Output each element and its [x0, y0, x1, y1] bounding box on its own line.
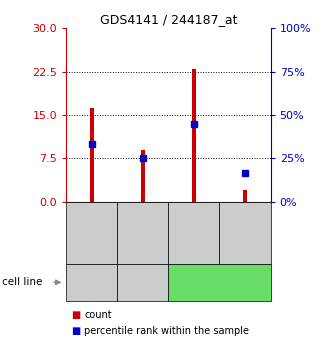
Text: GSM701542: GSM701542	[87, 205, 96, 260]
Bar	[192, 69, 196, 202]
Text: GSM701543: GSM701543	[138, 205, 147, 260]
Text: count: count	[84, 310, 112, 320]
Bar	[141, 150, 145, 202]
Text: ■: ■	[71, 326, 80, 336]
Text: Sporadic
PD-derived
iPSCs: Sporadic PD-derived iPSCs	[119, 267, 166, 297]
Text: GSM701545: GSM701545	[241, 205, 249, 260]
Text: ■: ■	[71, 310, 80, 320]
Text: GSM701544: GSM701544	[189, 205, 198, 260]
Bar	[243, 190, 247, 202]
Text: presenilin 2 (PS2)
iPSCs: presenilin 2 (PS2) iPSCs	[182, 273, 256, 292]
Text: cell line: cell line	[2, 277, 42, 287]
Text: percentile rank within the sample: percentile rank within the sample	[84, 326, 249, 336]
Bar	[89, 108, 94, 202]
Text: control
IPSCs: control IPSCs	[77, 273, 106, 292]
Title: GDS4141 / 244187_at: GDS4141 / 244187_at	[100, 13, 237, 26]
